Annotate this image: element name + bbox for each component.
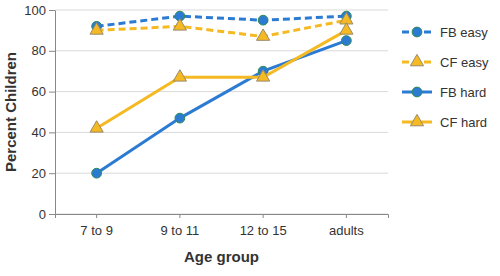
y-axis-title: Percent Children bbox=[2, 52, 19, 172]
series-marker bbox=[173, 19, 186, 30]
legend-label: CF hard bbox=[440, 115, 487, 130]
y-tick-label: 40 bbox=[32, 125, 46, 140]
series-marker bbox=[90, 121, 103, 132]
y-tick: 100 bbox=[24, 3, 55, 18]
series-marker bbox=[257, 29, 270, 40]
grid-line bbox=[55, 10, 388, 11]
grid-line bbox=[55, 173, 388, 174]
plot: 0 20 40 60 80 100 7 to 9 9 to 11 12 to 15 adults bbox=[24, 3, 388, 239]
x-tick-label: adults bbox=[329, 223, 364, 238]
y-tick-mark bbox=[49, 10, 55, 11]
legend-label: CF easy bbox=[440, 55, 489, 70]
series-marker bbox=[257, 70, 270, 81]
series-line bbox=[97, 16, 347, 26]
y-tick: 20 bbox=[32, 166, 55, 181]
y-tick: 40 bbox=[32, 125, 55, 140]
y-tick: 60 bbox=[32, 84, 55, 99]
x-tick: 7 to 9 bbox=[80, 214, 113, 238]
y-tick: 0 bbox=[39, 207, 55, 222]
grid-line bbox=[55, 91, 388, 92]
y-tick-label: 80 bbox=[32, 43, 46, 58]
y-axis: 0 20 40 60 80 100 bbox=[24, 3, 55, 222]
y-tick: 80 bbox=[32, 43, 55, 58]
y-tick-label: 20 bbox=[32, 166, 46, 181]
x-tick-label: 7 to 9 bbox=[80, 223, 113, 238]
x-axis: 7 to 9 9 to 11 12 to 15 adults bbox=[56, 214, 389, 238]
y-tick-mark bbox=[49, 92, 55, 93]
series-marker bbox=[341, 36, 351, 46]
y-tick-mark bbox=[49, 214, 55, 215]
series-marker bbox=[90, 23, 103, 34]
x-tick: 12 to 15 bbox=[240, 214, 287, 238]
series-line bbox=[97, 30, 347, 128]
x-axis-line bbox=[56, 215, 389, 219]
legend-marker bbox=[410, 54, 423, 65]
x-tick: adults bbox=[329, 214, 364, 238]
legend-label: FB easy bbox=[440, 25, 488, 40]
x-axis-title: Age group bbox=[184, 248, 259, 265]
legend-marker bbox=[410, 114, 423, 125]
x-tick-label: 12 to 15 bbox=[240, 223, 287, 238]
y-tick-mark bbox=[49, 51, 55, 52]
x-tick-label: 9 to 11 bbox=[160, 223, 199, 238]
x-tick-mark bbox=[346, 214, 347, 218]
series-marker bbox=[173, 70, 186, 81]
grid-line bbox=[55, 50, 388, 51]
y-axis-line bbox=[55, 11, 56, 215]
legend-entry: FB hard bbox=[402, 85, 486, 100]
marks bbox=[90, 11, 353, 178]
y-tick-mark bbox=[49, 132, 55, 133]
grid-line bbox=[55, 132, 388, 133]
legend-entry: FB easy bbox=[402, 25, 488, 40]
legend-entry: CF easy bbox=[402, 54, 489, 69]
series-line bbox=[97, 20, 347, 36]
grid bbox=[55, 10, 388, 214]
y-tick-label: 100 bbox=[24, 3, 46, 18]
x-tick-mark bbox=[96, 214, 97, 218]
legend-entry: CF hard bbox=[402, 114, 487, 129]
y-tick-label: 60 bbox=[32, 84, 46, 99]
x-tick: 9 to 11 bbox=[160, 214, 199, 238]
series-marker bbox=[340, 23, 353, 34]
series-marker bbox=[175, 113, 185, 123]
legend-label: FB hard bbox=[440, 85, 486, 100]
series-marker bbox=[258, 15, 268, 25]
series-marker bbox=[92, 168, 102, 178]
x-tick-mark bbox=[263, 214, 264, 218]
legend: FB easy CF easy FB hard CF hard bbox=[402, 25, 489, 130]
legend-marker bbox=[412, 87, 422, 97]
y-tick-label: 0 bbox=[39, 207, 46, 222]
y-tick-mark bbox=[49, 173, 55, 174]
legend-marker bbox=[412, 27, 422, 37]
x-tick-mark bbox=[179, 214, 180, 218]
chart: 0 20 40 60 80 100 7 to 9 9 to 11 12 to 15 adults A… bbox=[0, 0, 500, 276]
